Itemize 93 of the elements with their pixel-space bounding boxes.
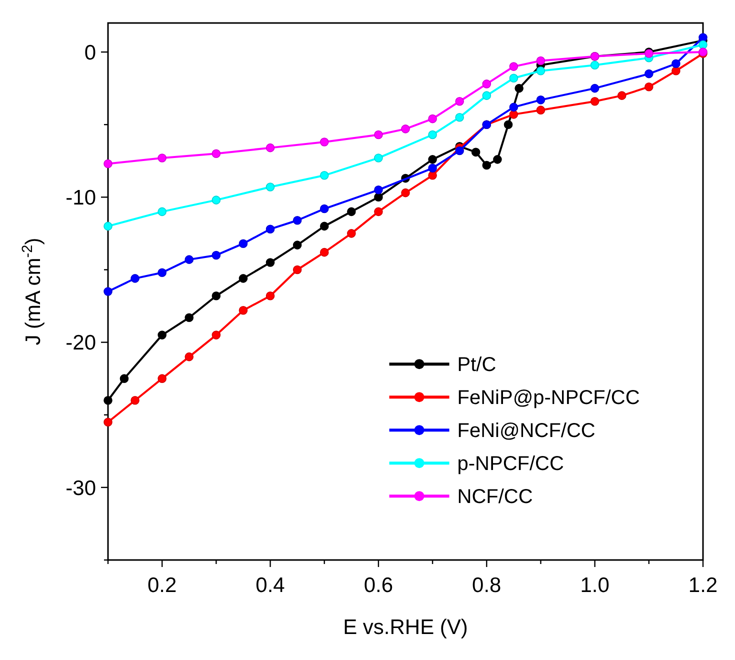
- point: [514, 84, 524, 93]
- point: [184, 313, 194, 322]
- point: [320, 204, 329, 214]
- point: [212, 330, 221, 340]
- point: [320, 138, 329, 146]
- point: [428, 164, 437, 173]
- x-tick-label: 0.6: [364, 574, 394, 597]
- point: [212, 250, 221, 260]
- y-tick-label: -30: [66, 476, 96, 500]
- point: [455, 146, 464, 156]
- point: [428, 155, 437, 164]
- point: [104, 418, 112, 427]
- x-axis-title: E vs.RHE (V): [343, 616, 468, 639]
- point: [266, 258, 275, 267]
- y-tick-label: -20: [66, 332, 96, 355]
- point: [266, 291, 275, 300]
- point: [471, 148, 480, 157]
- x-tick-label: 1.0: [580, 574, 610, 597]
- point: [698, 33, 708, 42]
- point: [698, 40, 708, 50]
- point: [158, 207, 166, 216]
- legend-label: p-NPCF/CC: [457, 453, 564, 476]
- point: [509, 102, 518, 112]
- point: [158, 330, 166, 340]
- point: [590, 96, 600, 106]
- point: [536, 106, 546, 114]
- point: [266, 224, 275, 234]
- point: [536, 96, 546, 104]
- point: [428, 130, 437, 140]
- point: [212, 149, 221, 158]
- point: [509, 74, 518, 83]
- x-tick-label: 0.4: [256, 574, 286, 597]
- point: [401, 124, 410, 134]
- point: [212, 291, 221, 300]
- x-tick-label: 1.2: [688, 574, 718, 597]
- point: [104, 287, 112, 296]
- point: [617, 91, 626, 100]
- point: [104, 396, 112, 405]
- point: [374, 130, 383, 140]
- point: [374, 154, 383, 162]
- point: [536, 66, 546, 76]
- point: [320, 222, 329, 231]
- point: [482, 80, 492, 88]
- point: [428, 114, 437, 124]
- point: [212, 196, 221, 204]
- point: [266, 143, 275, 152]
- point: [238, 306, 248, 315]
- point: [374, 207, 383, 216]
- point: [292, 265, 302, 274]
- point: [292, 216, 302, 225]
- legend-label: Pt/C: [457, 354, 496, 376]
- point: [320, 248, 329, 257]
- point: [130, 396, 140, 405]
- point: [509, 62, 518, 71]
- point: [320, 170, 329, 180]
- point: [158, 154, 166, 162]
- point: [292, 240, 302, 250]
- y-tick-label: 0: [84, 41, 96, 64]
- legend-label: FeNi@NCF/CC: [457, 420, 596, 442]
- point: [590, 84, 600, 93]
- point: [504, 120, 513, 129]
- point: [536, 56, 546, 66]
- point: [120, 374, 129, 383]
- point: [455, 112, 464, 122]
- point: [104, 159, 112, 168]
- point: [493, 155, 502, 164]
- point: [158, 268, 166, 278]
- point: [644, 69, 654, 78]
- point: [482, 91, 492, 100]
- point: [509, 110, 518, 119]
- point: [590, 60, 600, 70]
- point: [266, 182, 275, 192]
- point: [104, 222, 112, 231]
- legend-label: FeNiP@p-NPCF/CC: [457, 387, 640, 410]
- point: [158, 374, 166, 383]
- point: [347, 207, 356, 216]
- point: [347, 229, 356, 238]
- point: [374, 192, 383, 202]
- point: [130, 274, 140, 283]
- point: [374, 186, 383, 194]
- point: [184, 255, 194, 264]
- point: [644, 82, 654, 92]
- point: [482, 160, 492, 170]
- point: [672, 59, 680, 68]
- y-tick-label: -10: [66, 186, 96, 210]
- x-tick-label: 0.2: [147, 574, 177, 597]
- legend-label: NCF/CC: [457, 486, 533, 508]
- point: [401, 188, 410, 198]
- x-tick-label: 0.8: [472, 574, 502, 597]
- point: [238, 274, 248, 283]
- point: [184, 352, 194, 362]
- point: [238, 239, 248, 248]
- point: [455, 96, 464, 106]
